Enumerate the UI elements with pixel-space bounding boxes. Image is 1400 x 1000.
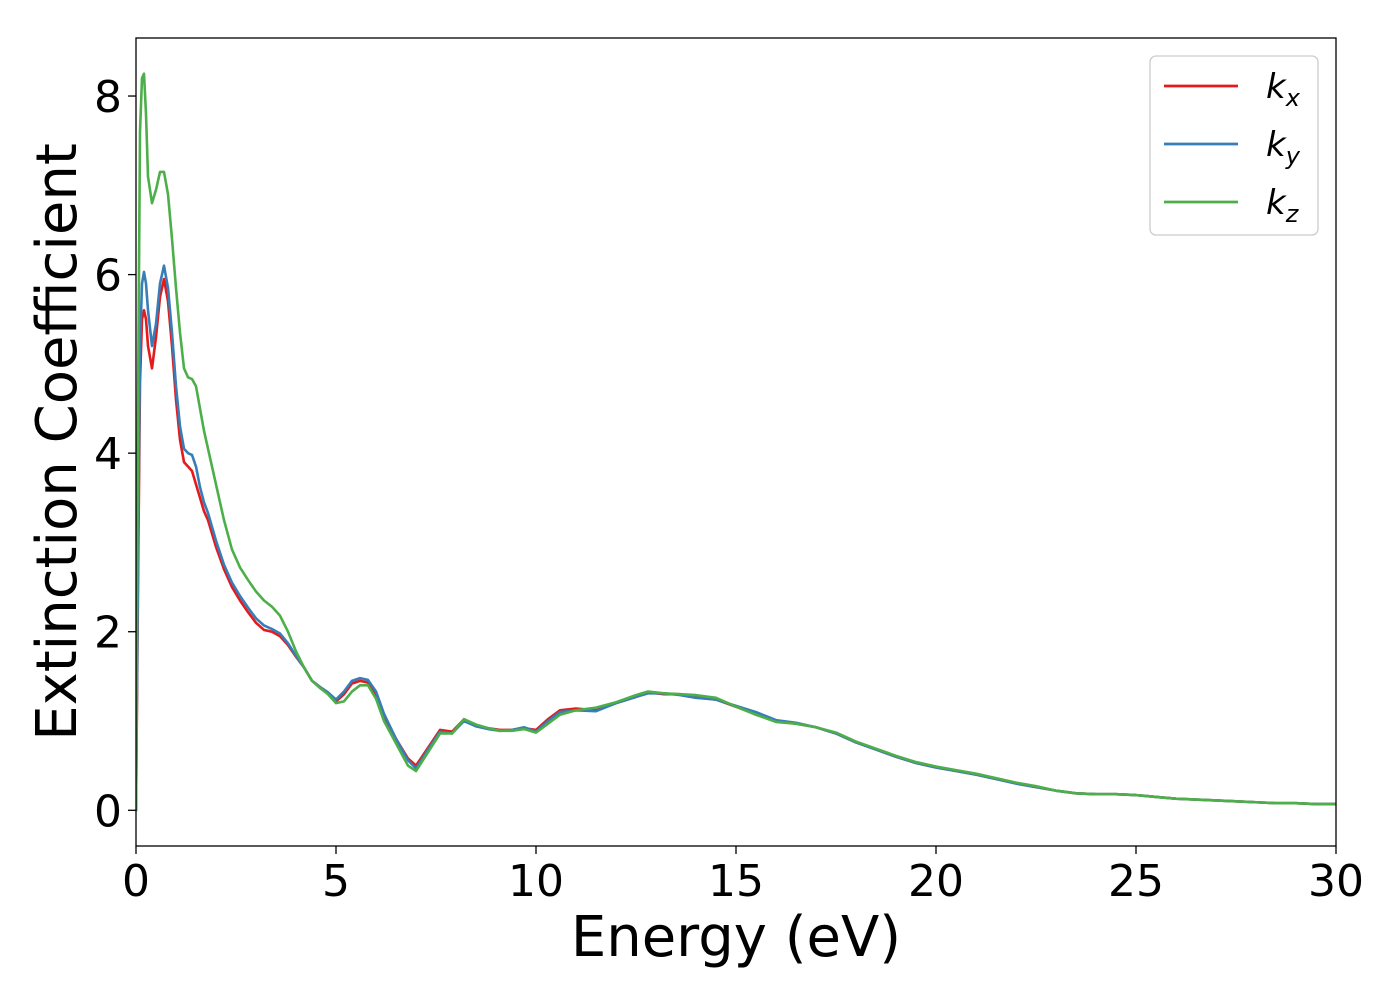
x-tick-label: 30	[1308, 856, 1364, 907]
x-tick-label: 5	[322, 856, 350, 907]
y-tick-label: 2	[94, 608, 122, 659]
y-tick-label: 0	[94, 786, 122, 837]
y-tick-label: 4	[94, 429, 122, 480]
y-tick-label: 6	[94, 251, 122, 302]
series-line-z	[136, 72, 1336, 812]
x-tick-label: 15	[708, 856, 764, 907]
x-axis: 0 5 10 15 20 25 30	[122, 846, 1364, 907]
y-axis: 0 2 4 6 8	[94, 72, 136, 837]
x-tick-label: 0	[122, 856, 150, 907]
y-axis-label: Extinction Coefficient	[25, 143, 90, 741]
legend-label-y: ky	[1266, 125, 1301, 170]
x-axis-label: Energy (eV)	[571, 905, 901, 970]
x-tick-label: 10	[508, 856, 564, 907]
series-layer	[136, 72, 1336, 812]
y-tick-label: 8	[94, 72, 122, 123]
legend-box	[1149, 55, 1319, 236]
x-tick-label: 20	[908, 856, 964, 907]
legend-label-x: kx	[1266, 67, 1301, 112]
x-tick-label: 25	[1108, 856, 1164, 907]
